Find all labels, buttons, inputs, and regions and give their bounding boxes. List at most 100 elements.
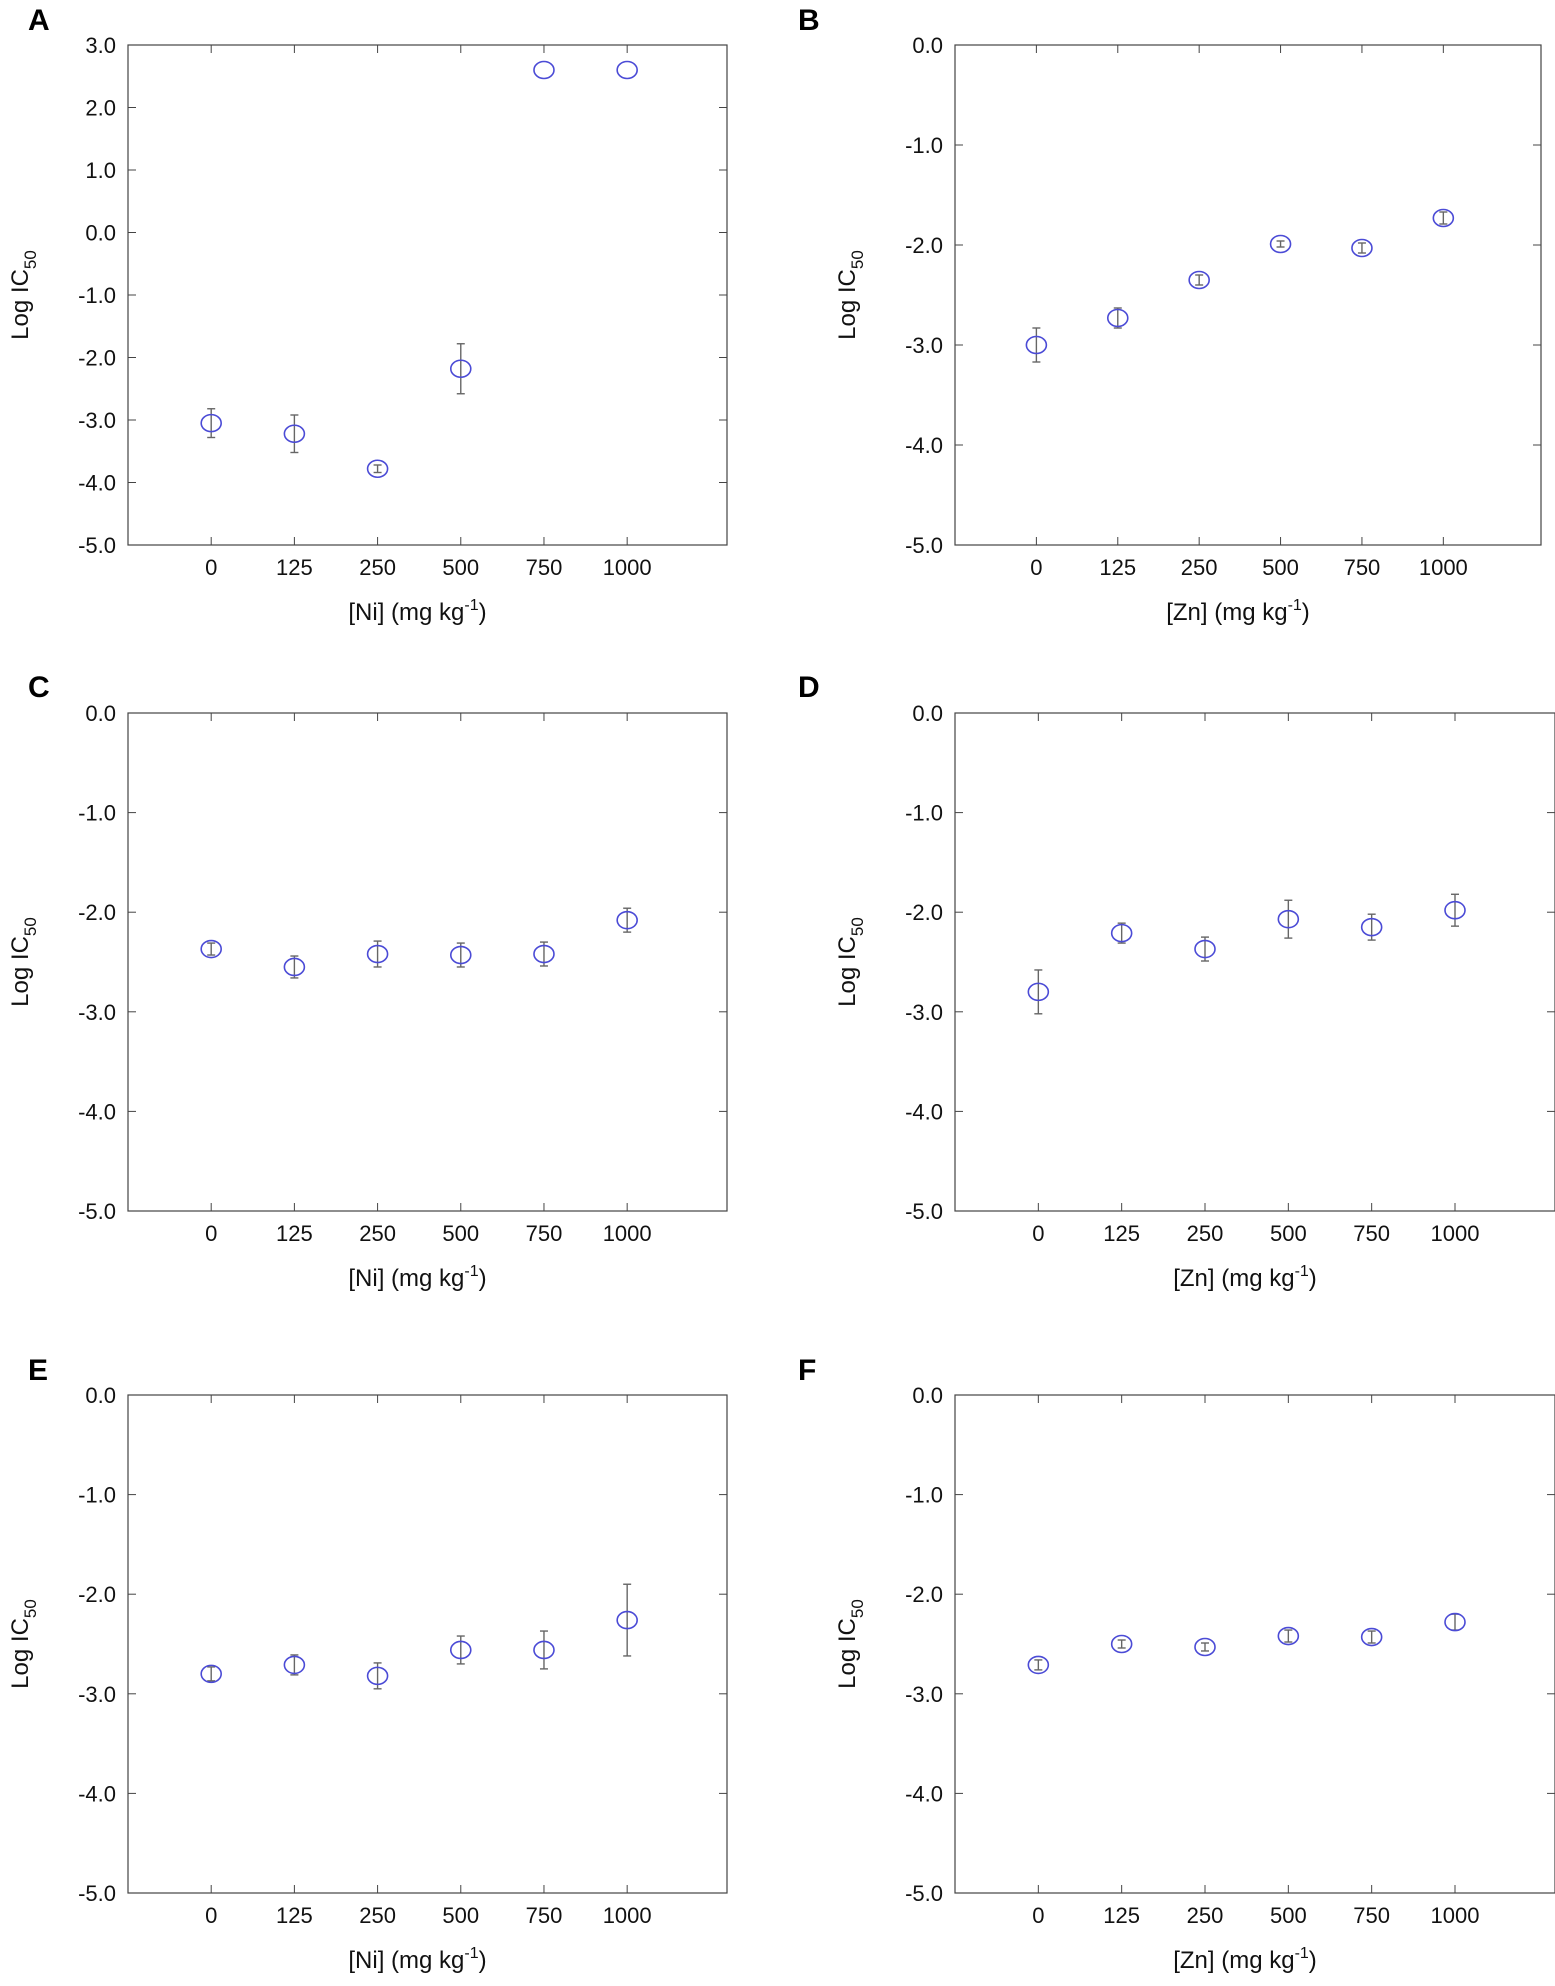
x-axis-title-e: [Ni] (mg kg-1) bbox=[348, 1945, 486, 1974]
x-tick-label-f: 1000 bbox=[1431, 1903, 1480, 1928]
x-tick-label-b: 0 bbox=[1030, 555, 1042, 580]
y-axis-title-e: Log IC50 bbox=[7, 1599, 40, 1689]
y-tick-label-c: -1.0 bbox=[78, 801, 116, 826]
x-tick-label-b: 500 bbox=[1262, 555, 1299, 580]
y-tick-label-a: -3.0 bbox=[78, 408, 116, 433]
x-tick-label-d: 1000 bbox=[1431, 1221, 1480, 1246]
y-tick-label-e: -5.0 bbox=[78, 1881, 116, 1906]
x-tick-label-e: 750 bbox=[526, 1903, 563, 1928]
panel-letter-a: A bbox=[28, 4, 50, 37]
x-tick-label-f: 500 bbox=[1270, 1903, 1307, 1928]
plot-frame-e bbox=[127, 1394, 728, 1894]
x-axis-title-sup: -1 bbox=[1295, 1945, 1309, 1962]
y-tick-label-d: -5.0 bbox=[905, 1199, 943, 1224]
y-axis-title-f: Log IC50 bbox=[834, 1599, 867, 1689]
x-tick-label-a: 250 bbox=[359, 555, 396, 580]
x-axis-title-text: [Zn] (mg kg bbox=[1166, 599, 1287, 626]
data-point-f bbox=[1277, 1626, 1300, 1646]
y-axis-title-text: Log IC bbox=[834, 936, 861, 1007]
x-tick-label-e: 500 bbox=[442, 1903, 479, 1928]
y-tick-label-c: -5.0 bbox=[78, 1199, 116, 1224]
x-axis-title-sup: -1 bbox=[1288, 597, 1302, 614]
x-tick-label-a: 750 bbox=[526, 555, 563, 580]
x-axis-title-sup: -1 bbox=[464, 1263, 478, 1280]
y-tick-label-f: -4.0 bbox=[905, 1781, 943, 1806]
x-axis-title-f: [Zn] (mg kg-1) bbox=[1173, 1945, 1317, 1974]
y-tick-label-a: -5.0 bbox=[78, 533, 116, 558]
x-tick-label-c: 250 bbox=[359, 1221, 396, 1246]
y-tick-label-d: -3.0 bbox=[905, 1000, 943, 1025]
y-axis-title-text: Log IC bbox=[7, 1618, 34, 1689]
plot-frame-a bbox=[127, 44, 728, 546]
data-point-d bbox=[1444, 900, 1466, 920]
panel-letter-c: C bbox=[28, 671, 50, 704]
data-point-a bbox=[283, 424, 306, 444]
y-tick-label-f: -5.0 bbox=[905, 1881, 943, 1906]
y-tick-label-f: -3.0 bbox=[905, 1682, 943, 1707]
x-axis-title-end: ) bbox=[1309, 1947, 1317, 1974]
data-point-d bbox=[1277, 909, 1300, 929]
y-axis-title-sub: 50 bbox=[848, 250, 867, 269]
panel-d: D 0.0 -1.0 -2.0 -3.0 -4.0 -5.0 0 125 250 500 750 100… bbox=[798, 671, 1555, 1292]
data-point-a bbox=[200, 413, 222, 433]
y-axis-title-text: Log IC bbox=[834, 1618, 861, 1689]
y-tick-label-e: -4.0 bbox=[78, 1781, 116, 1806]
x-axis-title-c: [Ni] (mg kg-1) bbox=[348, 1263, 486, 1292]
data-point-e bbox=[283, 1655, 306, 1675]
y-tick-label-e: -3.0 bbox=[78, 1682, 116, 1707]
data-point-b bbox=[1106, 308, 1129, 328]
y-axis-title-sub: 50 bbox=[21, 1599, 40, 1618]
y-axis-title-sub: 50 bbox=[21, 917, 40, 936]
x-axis-title-end: ) bbox=[479, 1947, 487, 1974]
x-tick-label-f: 250 bbox=[1187, 1903, 1224, 1928]
x-tick-label-c: 125 bbox=[276, 1221, 313, 1246]
panel-letter-d: D bbox=[798, 671, 820, 704]
x-tick-label-e: 250 bbox=[359, 1903, 396, 1928]
data-point-e bbox=[616, 1610, 638, 1630]
y-tick-label-a: 0.0 bbox=[85, 221, 116, 246]
x-axis-title-text: [Ni] (mg kg bbox=[348, 1265, 464, 1292]
x-axis-title-text: [Ni] (mg kg bbox=[348, 599, 464, 626]
x-tick-label-e: 125 bbox=[276, 1903, 313, 1928]
y-axis-title-c: Log IC50 bbox=[7, 917, 40, 1007]
x-tick-label-d: 0 bbox=[1032, 1221, 1044, 1246]
y-tick-label-f: -2.0 bbox=[905, 1582, 943, 1607]
y-tick-label-c: -4.0 bbox=[78, 1099, 116, 1124]
plot-frame-f bbox=[954, 1394, 1555, 1894]
data-point-f bbox=[1194, 1637, 1216, 1657]
data-point-b bbox=[1351, 238, 1373, 258]
x-axis-title-b: [Zn] (mg kg-1) bbox=[1166, 597, 1310, 626]
y-tick-label-a: -2.0 bbox=[78, 346, 116, 371]
data-point-d bbox=[1110, 923, 1133, 943]
data-point-f bbox=[1360, 1627, 1383, 1647]
x-tick-label-c: 750 bbox=[526, 1221, 563, 1246]
data-point-c bbox=[200, 939, 222, 959]
x-axis-title-sup: -1 bbox=[464, 1945, 478, 1962]
x-tick-label-c: 0 bbox=[205, 1221, 217, 1246]
y-tick-label-f: 0.0 bbox=[912, 1383, 943, 1408]
x-axis-title-end: ) bbox=[1309, 1265, 1317, 1292]
x-tick-label-f: 0 bbox=[1032, 1903, 1044, 1928]
y-tick-label-a: -1.0 bbox=[78, 283, 116, 308]
x-tick-label-b: 1000 bbox=[1419, 555, 1468, 580]
x-axis-title-end: ) bbox=[479, 599, 487, 626]
data-point-f bbox=[1110, 1634, 1133, 1654]
x-tick-label-a: 125 bbox=[276, 555, 313, 580]
y-tick-label-b: -4.0 bbox=[905, 433, 943, 458]
x-axis-title-end: ) bbox=[1302, 599, 1310, 626]
x-tick-label-b: 125 bbox=[1099, 555, 1136, 580]
panel-b: B 0.0 -1.0 -2.0 -3.0 -4.0 -5.0 0 125 250 500 750 100… bbox=[798, 4, 1542, 626]
y-tick-label-b: -5.0 bbox=[905, 533, 943, 558]
y-tick-label-b: -2.0 bbox=[905, 233, 943, 258]
data-point-d bbox=[1194, 939, 1216, 959]
data-point-d bbox=[1360, 917, 1383, 937]
data-point-a bbox=[449, 359, 472, 379]
y-axis-title-d: Log IC50 bbox=[834, 917, 867, 1007]
x-tick-label-e: 0 bbox=[205, 1903, 217, 1928]
panel-letter-f: F bbox=[798, 1354, 816, 1387]
y-tick-label-f: -1.0 bbox=[905, 1483, 943, 1508]
x-tick-label-b: 250 bbox=[1181, 555, 1218, 580]
x-tick-label-a: 500 bbox=[442, 555, 479, 580]
data-point-c bbox=[366, 944, 389, 964]
